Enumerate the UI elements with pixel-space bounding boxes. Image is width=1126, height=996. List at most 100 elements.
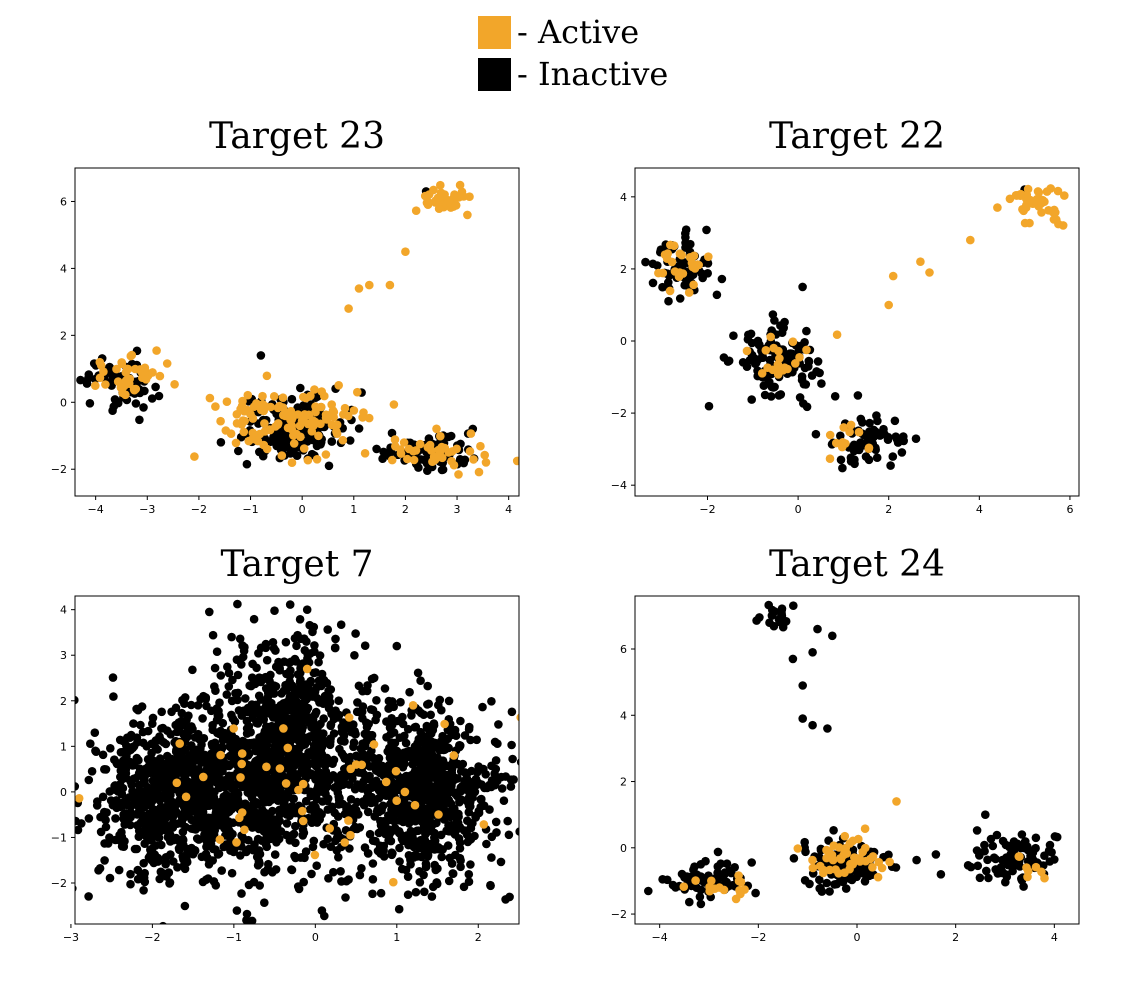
- y-tick-label: 2: [60, 329, 67, 342]
- inactive-point: [416, 676, 425, 685]
- inactive-point: [290, 634, 300, 643]
- inactive-point: [135, 415, 144, 425]
- inactive-point: [85, 399, 95, 408]
- inactive-point: [829, 826, 838, 835]
- inactive-point: [980, 840, 989, 850]
- inactive-point: [991, 865, 1000, 874]
- inactive-point: [466, 860, 475, 869]
- inactive-point: [794, 346, 804, 356]
- active-point: [312, 455, 322, 464]
- inactive-point: [998, 868, 1008, 877]
- inactive-point: [271, 646, 280, 655]
- inactive-point: [439, 741, 449, 750]
- inactive-point: [252, 852, 262, 862]
- inactive-point: [339, 774, 349, 783]
- inactive-point: [226, 743, 236, 752]
- inactive-point: [198, 795, 207, 805]
- inactive-point: [205, 607, 214, 617]
- inactive-point: [422, 723, 432, 733]
- active-point: [865, 854, 875, 864]
- inactive-point: [1045, 840, 1055, 850]
- inactive-point: [414, 826, 423, 835]
- inactive-point: [884, 850, 893, 860]
- active-point: [306, 391, 315, 401]
- y-tick-label: −2: [611, 908, 627, 921]
- active-point: [845, 427, 854, 437]
- inactive-point: [429, 791, 439, 801]
- inactive-point: [282, 819, 292, 828]
- inactive-point: [234, 706, 244, 715]
- inactive-point: [227, 868, 237, 878]
- inactive-point: [439, 815, 449, 824]
- inactive-point: [143, 822, 152, 831]
- inactive-point: [1013, 839, 1022, 849]
- active-point: [512, 456, 519, 466]
- inactive-point: [353, 752, 362, 762]
- inactive-point: [183, 784, 192, 794]
- inactive-point: [216, 766, 226, 776]
- y-tick-label: 2: [620, 263, 627, 276]
- active-point: [389, 877, 398, 887]
- active-point: [665, 286, 675, 296]
- inactive-point: [468, 818, 477, 828]
- active-point: [283, 423, 293, 433]
- inactive-point: [148, 719, 157, 728]
- active-point: [122, 364, 132, 374]
- inactive-point: [372, 776, 381, 786]
- active-point: [828, 855, 838, 865]
- inactive-point: [419, 790, 428, 800]
- inactive-point: [319, 839, 328, 849]
- inactive-point: [487, 853, 496, 862]
- inactive-point: [75, 782, 80, 791]
- inactive-point: [456, 783, 466, 792]
- inactive-point: [448, 869, 458, 878]
- active-point: [1021, 203, 1031, 212]
- active-point: [1040, 197, 1049, 206]
- active-point: [239, 427, 249, 437]
- inactive-point: [301, 796, 311, 806]
- inactive-point: [975, 873, 985, 883]
- active-point: [845, 839, 855, 848]
- inactive-point: [177, 708, 187, 718]
- active-point: [451, 201, 461, 210]
- y-tick-label: 3: [60, 649, 67, 662]
- inactive-point: [393, 716, 403, 726]
- inactive-point: [360, 799, 370, 808]
- active-point: [1042, 187, 1052, 196]
- inactive-point: [769, 383, 778, 392]
- inactive-point: [180, 901, 190, 911]
- active-point: [294, 785, 303, 795]
- active-point: [338, 435, 348, 445]
- inactive-point: [750, 359, 760, 369]
- active-point: [449, 751, 459, 760]
- inactive-point: [251, 765, 260, 774]
- inactive-point: [973, 861, 983, 871]
- inactive-point: [144, 853, 154, 862]
- inactive-point: [1007, 845, 1017, 855]
- active-point: [411, 206, 421, 215]
- inactive-point: [314, 657, 323, 667]
- active-point: [822, 845, 831, 855]
- inactive-point: [175, 748, 184, 758]
- active-point: [238, 396, 247, 406]
- inactive-point: [722, 877, 731, 887]
- active-point: [423, 200, 433, 209]
- inactive-point: [508, 754, 517, 764]
- inactive-point: [747, 858, 756, 867]
- inactive-point: [1052, 832, 1062, 842]
- active-point: [135, 365, 145, 374]
- inactive-point: [287, 801, 297, 811]
- active-point: [327, 420, 337, 430]
- inactive-point: [246, 787, 255, 796]
- inactive-point: [414, 706, 423, 715]
- inactive-point: [398, 814, 408, 823]
- inactive-point: [332, 846, 342, 855]
- inactive-point: [100, 856, 109, 865]
- inactive-point: [306, 790, 316, 799]
- active-point: [516, 713, 519, 722]
- inactive-point: [129, 719, 138, 728]
- inactive-point: [376, 849, 386, 858]
- inactive-point: [157, 707, 166, 717]
- inactive-point: [290, 851, 299, 861]
- x-tick-label: −3: [139, 503, 155, 516]
